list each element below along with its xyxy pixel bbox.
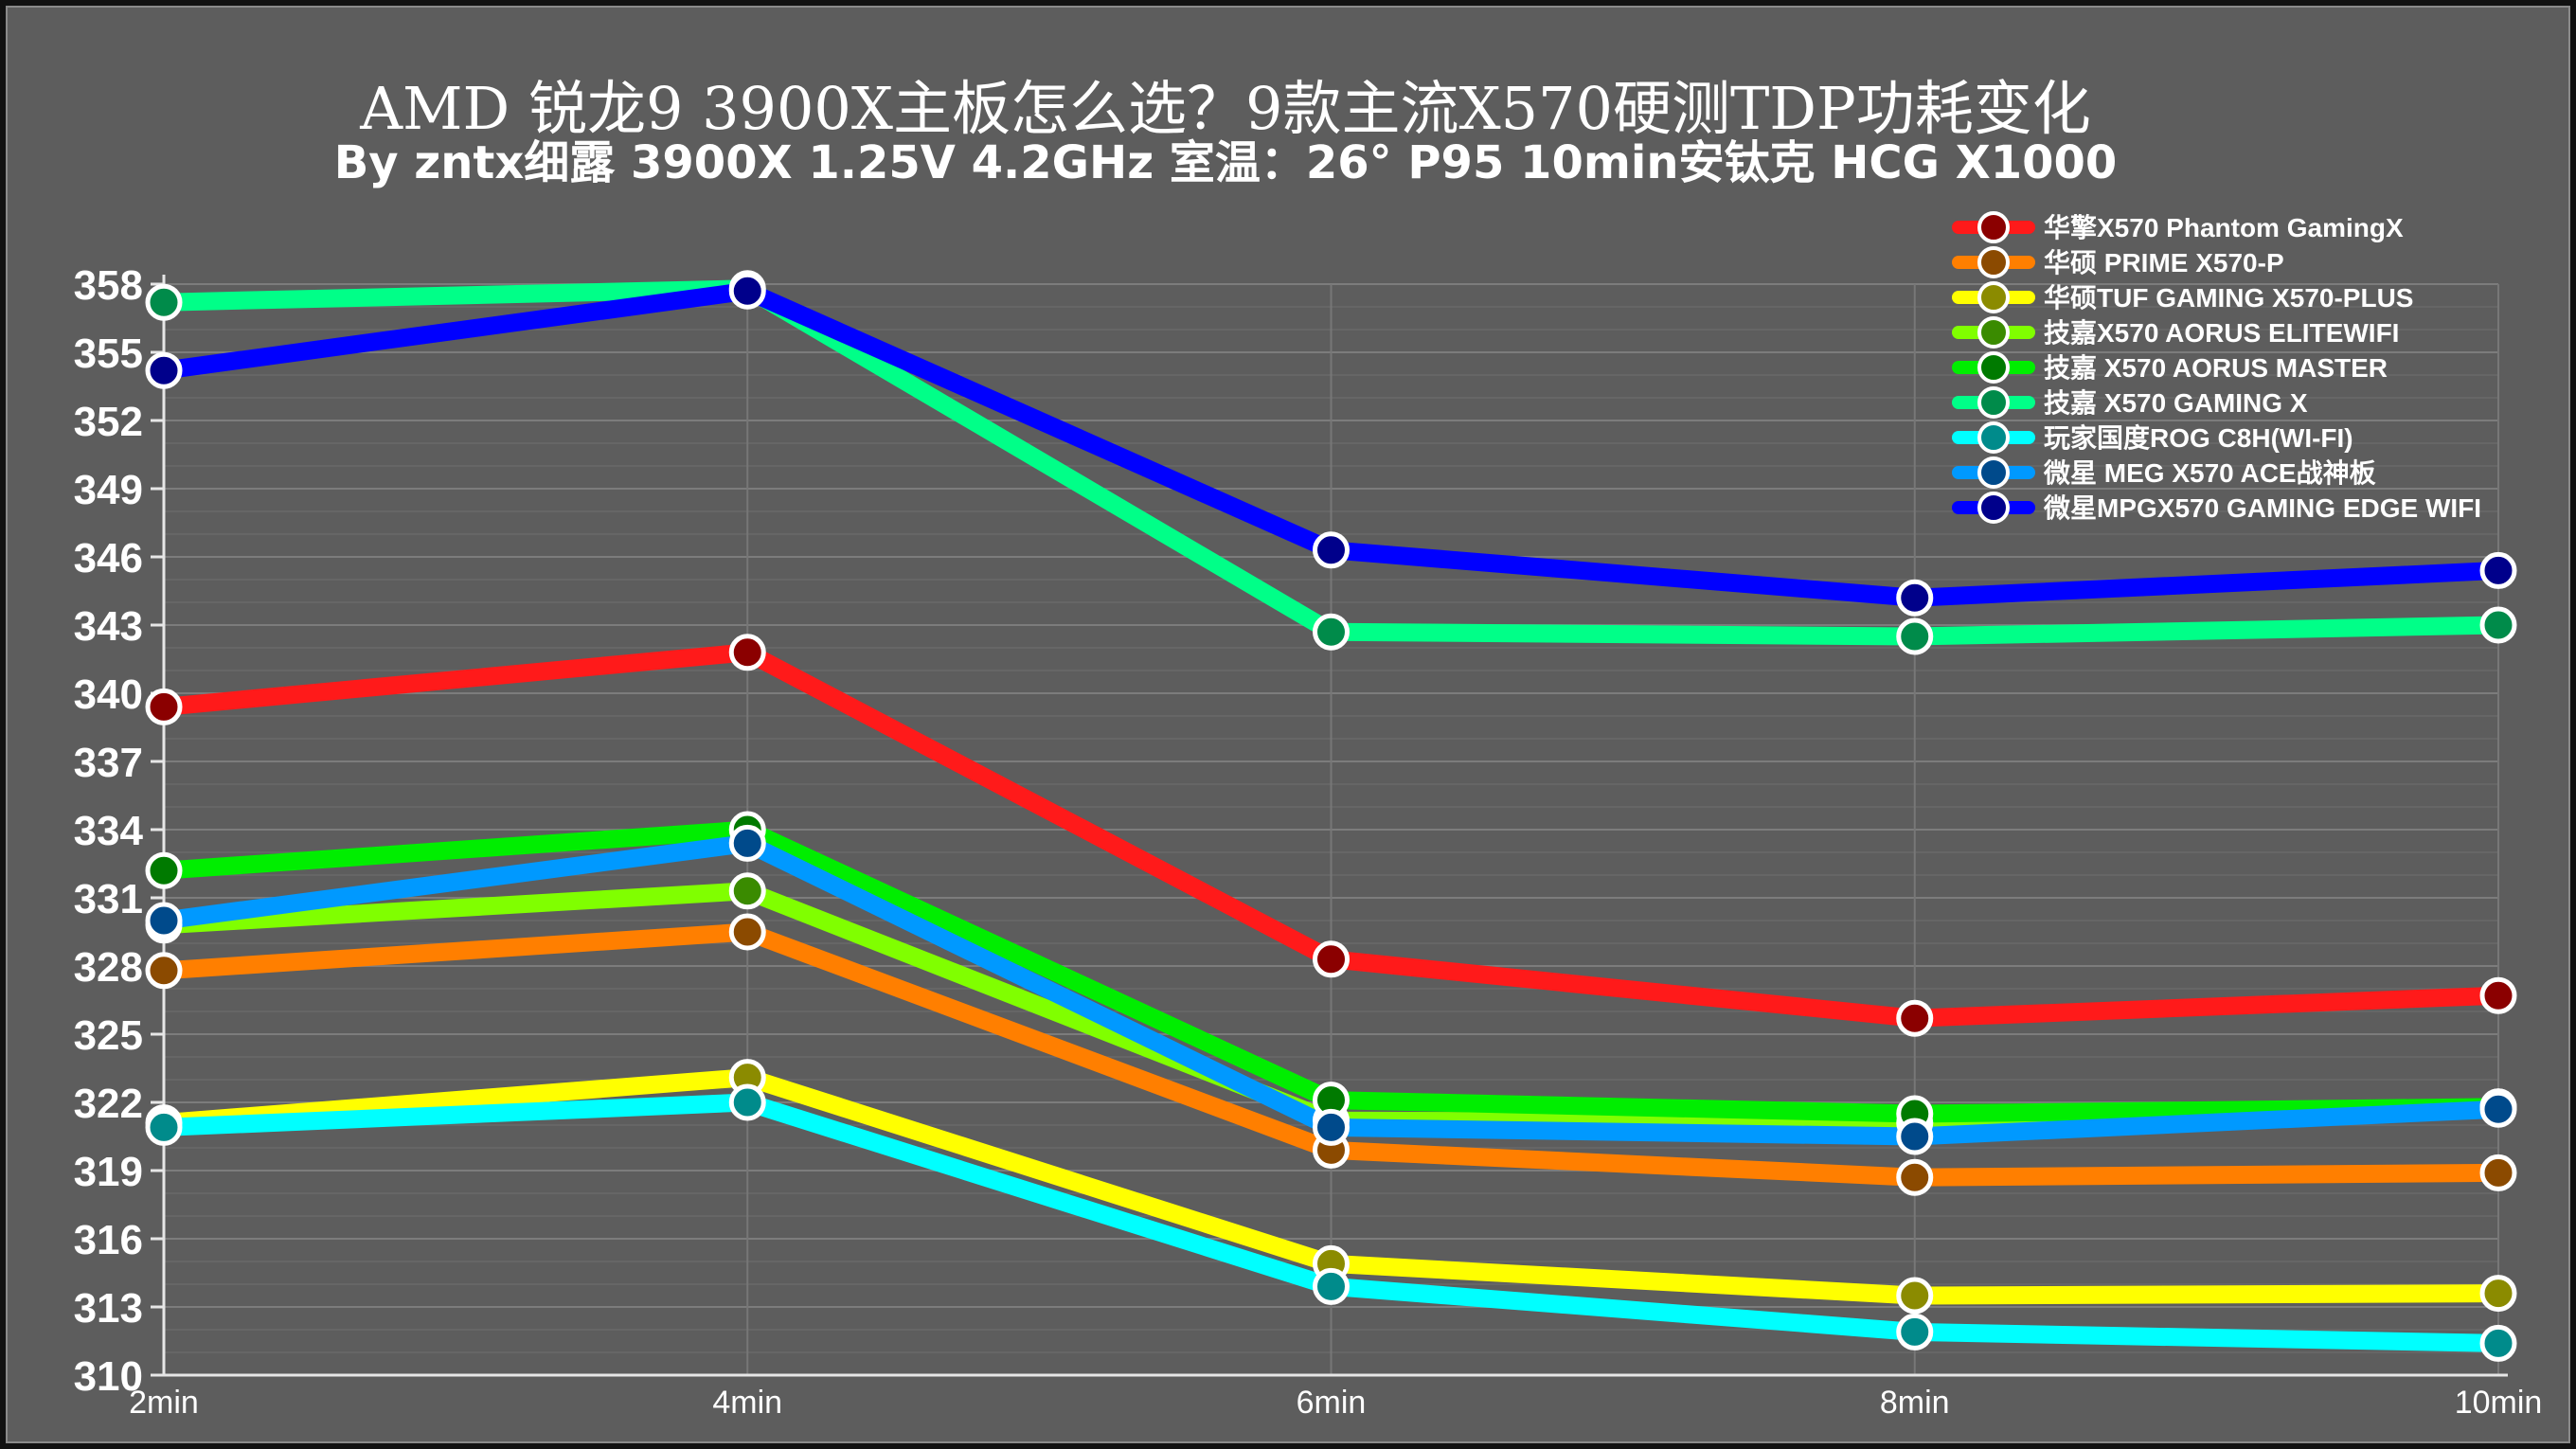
legend: 华擎X570 Phantom GamingX 华硕 PRIME X570-P 华硕T… xyxy=(1952,211,2481,524)
chart-frame: AMD 锐龙9 3900X主板怎么选？9款主流X570硬测TDP功耗变化 By … xyxy=(6,6,2570,1443)
chart-subtitle: By zntx细露 3900X 1.25V 4.2GHz 室温：26° P95 … xyxy=(334,136,2118,189)
legend-label: 华硕TUF GAMING X570-PLUS xyxy=(2044,282,2413,313)
y-tick-label: 310 xyxy=(74,1353,143,1400)
data-point xyxy=(1313,613,1350,651)
data-point xyxy=(145,902,183,939)
legend-marker xyxy=(1977,492,2010,524)
y-tick-label: 343 xyxy=(74,603,143,650)
legend-marker xyxy=(1977,211,2010,243)
data-point xyxy=(2479,1154,2517,1191)
data-point xyxy=(1896,617,1934,655)
y-tick-label: 319 xyxy=(74,1149,143,1195)
chart-svg: AMD 锐龙9 3900X主板怎么选？9款主流X570硬测TDP功耗变化 By … xyxy=(74,74,2543,1421)
x-tick-label: 10min xyxy=(2455,1385,2543,1421)
legend-label: 技嘉X570 AORUS ELITEWIFI xyxy=(2044,318,2399,348)
legend-marker xyxy=(1977,246,2010,278)
x-tick-label: 4min xyxy=(712,1385,782,1421)
data-point xyxy=(1313,1267,1350,1305)
data-point xyxy=(1896,579,1934,617)
axes: 358 355 352 349 346 343 340 337 334 331 328 325 322 3… xyxy=(74,262,2543,1421)
legend-label: 玩家国度ROG C8H(WI-FI) xyxy=(2044,422,2353,453)
y-tick-label: 331 xyxy=(74,876,143,922)
data-point xyxy=(145,351,183,389)
legend-marker xyxy=(1977,281,2010,313)
legend-entry: 华擎X570 Phantom GamingX xyxy=(1952,211,2404,243)
y-tick-label: 352 xyxy=(74,399,143,445)
data-point xyxy=(145,851,183,889)
data-point xyxy=(145,688,183,725)
data-point xyxy=(2479,606,2517,644)
data-point xyxy=(1313,531,1350,569)
legend-label: 技嘉 X570 GAMING X xyxy=(2044,388,2308,418)
y-tick-label: 355 xyxy=(74,331,143,377)
legend-entry: 华硕 PRIME X570-P xyxy=(1952,246,2284,278)
x-tick-label: 2min xyxy=(129,1385,199,1421)
data-point xyxy=(1896,1158,1934,1196)
data-point xyxy=(145,952,183,990)
data-point xyxy=(1313,1108,1350,1146)
y-tick-label: 322 xyxy=(74,1081,143,1127)
y-tick-label: 358 xyxy=(74,262,143,309)
data-point xyxy=(728,872,766,910)
y-tick-label: 349 xyxy=(74,467,143,513)
legend-label: 微星 MEG X570 ACE战神板 xyxy=(2043,458,2376,488)
data-point xyxy=(1896,1277,1934,1315)
x-tick-label: 8min xyxy=(1880,1385,1950,1421)
data-point xyxy=(1896,1313,1934,1351)
data-point xyxy=(2479,976,2517,1014)
data-point xyxy=(728,272,766,310)
x-tick-label: 6min xyxy=(1297,1385,1367,1421)
legend-label: 技嘉 X570 AORUS MASTER xyxy=(2044,353,2388,383)
y-tick-label: 334 xyxy=(74,808,144,854)
data-point xyxy=(728,824,766,862)
legend-entry: 技嘉 X570 AORUS MASTER xyxy=(1952,351,2388,384)
legend-label: 华擎X570 Phantom GamingX xyxy=(2044,212,2404,242)
y-tick-label: 340 xyxy=(74,671,143,718)
y-tick-label: 313 xyxy=(74,1285,143,1332)
data-point xyxy=(145,283,183,321)
legend-entry: 技嘉X570 AORUS ELITEWIFI xyxy=(1952,316,2399,349)
y-tick-label: 346 xyxy=(74,535,143,581)
legend-entry: 玩家国度ROG C8H(WI-FI) xyxy=(1952,421,2353,454)
legend-entry: 技嘉 X570 GAMING X xyxy=(1952,386,2308,419)
data-point xyxy=(728,913,766,951)
legend-marker xyxy=(1977,351,2010,384)
data-point xyxy=(1896,1118,1934,1155)
data-point xyxy=(2479,1324,2517,1362)
chart-title: AMD 锐龙9 3900X主板怎么选？9款主流X570硬测TDP功耗变化 xyxy=(359,74,2090,143)
data-point xyxy=(728,634,766,671)
y-tick-label: 316 xyxy=(74,1217,143,1263)
data-point xyxy=(2479,1090,2517,1128)
y-tick-label: 328 xyxy=(74,944,143,991)
y-tick-label: 337 xyxy=(74,740,143,786)
legend-marker xyxy=(1977,316,2010,349)
legend-marker xyxy=(1977,456,2010,489)
legend-entry: 华硕TUF GAMING X570-PLUS xyxy=(1952,281,2413,313)
data-point xyxy=(2479,1275,2517,1313)
data-point xyxy=(2479,551,2517,589)
y-tick-label: 325 xyxy=(74,1012,143,1059)
legend-label: 华硕 PRIME X570-P xyxy=(2044,247,2284,277)
legend-entry: 微星MPGX570 GAMING EDGE WIFI xyxy=(1952,492,2481,524)
data-point xyxy=(145,1108,183,1146)
data-point xyxy=(1313,940,1350,978)
legend-marker xyxy=(1977,421,2010,454)
data-point xyxy=(728,1083,766,1121)
data-point xyxy=(1896,999,1934,1037)
legend-entry: 微星 MEG X570 ACE战神板 xyxy=(1952,456,2376,489)
legend-marker xyxy=(1977,386,2010,419)
series-lines xyxy=(145,270,2517,1362)
legend-label: 微星MPGX570 GAMING EDGE WIFI xyxy=(2043,493,2481,523)
